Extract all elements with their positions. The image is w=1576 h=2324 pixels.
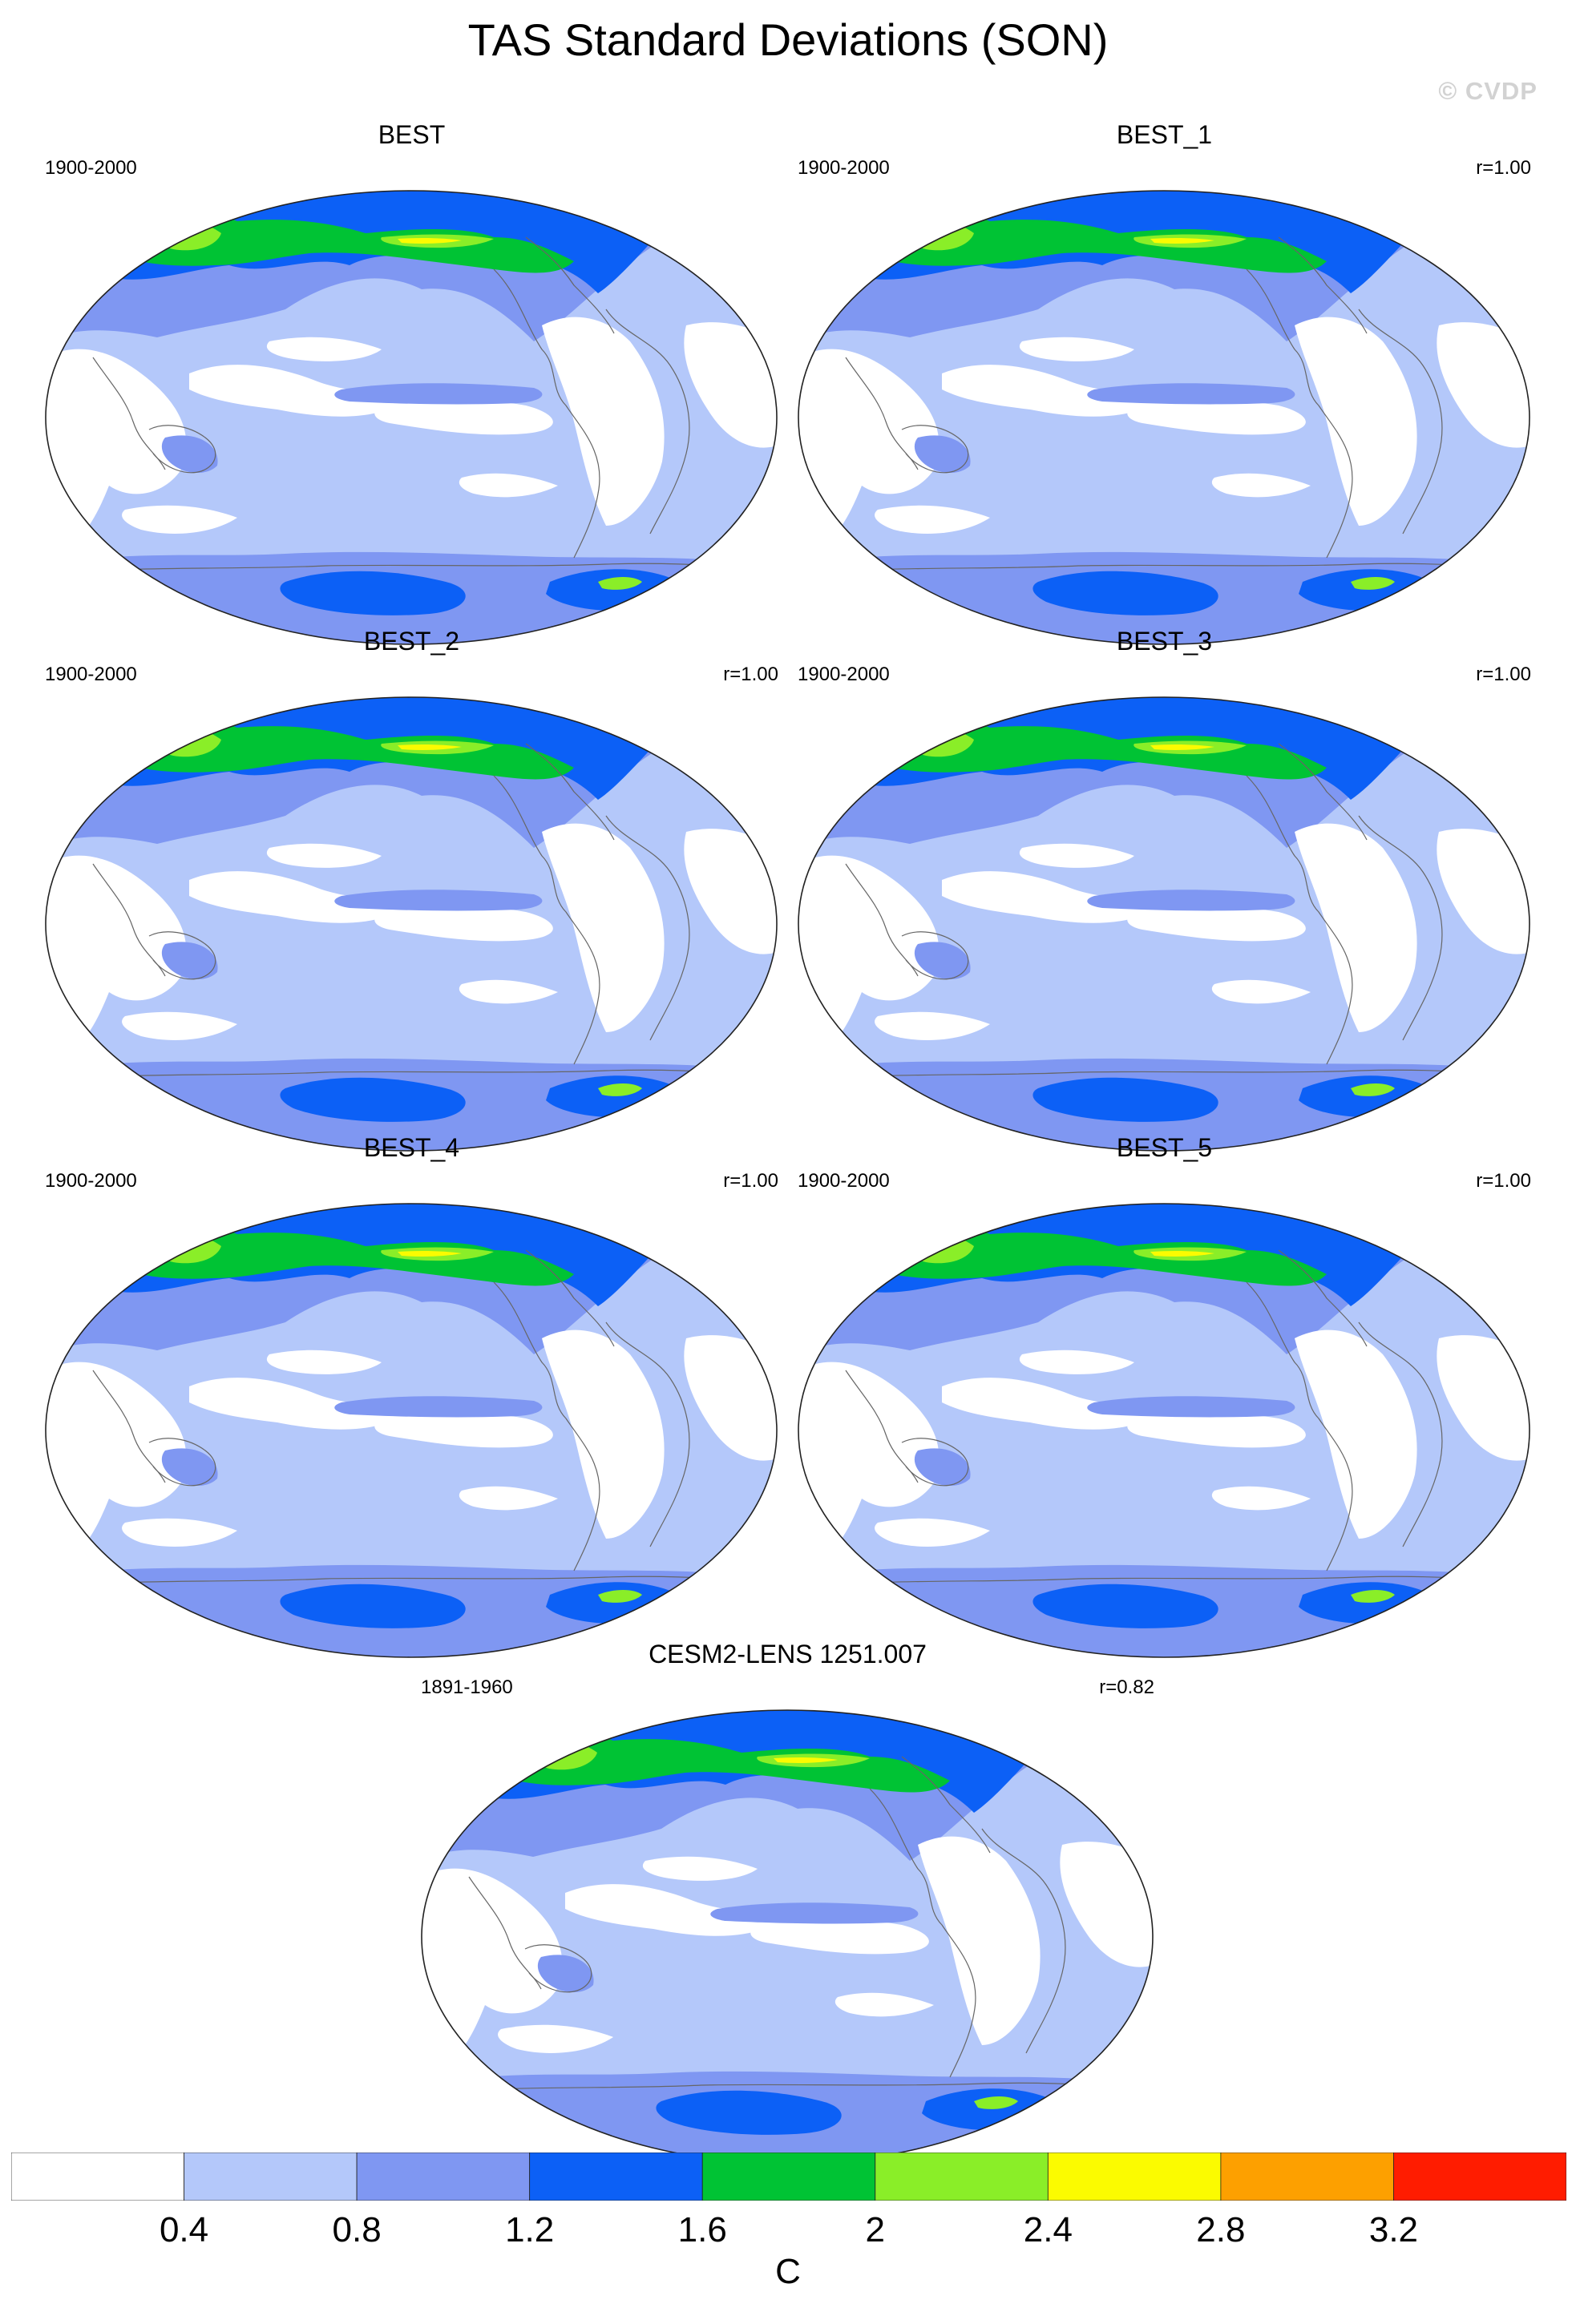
period-label: 1891-1960 [421,1676,513,1698]
colorbar-tick-label: 2.4 [1023,2210,1073,2249]
colorbar-tick-label: 2.8 [1196,2210,1246,2249]
colorbar-tick-label: 0.4 [159,2210,209,2249]
colorbar-swatch [529,2153,703,2201]
panel-title: BEST_5 [1116,1133,1213,1162]
panel-best-1: BEST_1 1900-2000 r=1.00 [798,120,1531,645]
figure-title: TAS Standard Deviations (SON) [467,14,1109,65]
period-label: 1900-2000 [798,157,890,179]
period-label: 1900-2000 [45,1170,137,1192]
correlation-label: r=1.00 [723,664,778,685]
period-label: 1900-2000 [45,157,137,179]
colorbar [11,2153,1566,2201]
panel-best-4: BEST_4 1900-2000 r=1.00 [45,1133,778,1658]
colorbar-swatch [701,2153,876,2201]
world-map [798,696,1531,1156]
panel-title: BEST_4 [363,1133,460,1162]
period-label: 1900-2000 [45,664,137,685]
world-map [798,1202,1531,1663]
panel-title: BEST [378,120,446,149]
colorbar-tick-label: 0.8 [332,2210,382,2249]
correlation-label: r=0.82 [1099,1676,1154,1698]
colorbar-swatch [184,2153,358,2201]
world-map [798,189,1531,650]
panel-title: BEST_2 [363,627,460,656]
colorbar-swatch [11,2153,184,2201]
colorbar-tick-labels: 0.4 0.8 1.2 1.6 2 2.4 2.8 3.2 [0,2210,1576,2250]
colorbar-tick-label: 1.6 [677,2210,727,2249]
panel-best-5: BEST_5 1900-2000 r=1.00 [798,1133,1531,1658]
world-map [45,1202,778,1663]
colorbar-tick-label: 2 [865,2210,886,2249]
correlation-label: r=1.00 [1476,157,1531,179]
world-map [45,696,778,1156]
panel-best: BEST 1900-2000 [45,120,778,645]
world-map [45,189,778,650]
panel-best-2: BEST_2 1900-2000 r=1.00 [45,627,778,1152]
correlation-label: r=1.00 [1476,664,1531,685]
colorbar-tick-label: 1.2 [505,2210,555,2249]
period-label: 1900-2000 [798,1170,890,1192]
colorbar-swatch [356,2153,531,2201]
colorbar-swatch [875,2153,1049,2201]
panel-best-3: BEST_3 1900-2000 r=1.00 [798,627,1531,1152]
correlation-label: r=1.00 [1476,1170,1531,1192]
panel-cesm2-lens: CESM2-LENS 1251.007 1891-1960 r=0.82 [421,1640,1154,2165]
period-label: 1900-2000 [798,664,890,685]
world-map [421,1709,1154,2169]
correlation-label: r=1.00 [723,1170,778,1192]
colorbar-unit: C [775,2252,801,2291]
cvdp-watermark: © CVDP [1438,77,1538,105]
colorbar-swatch [1047,2153,1222,2201]
colorbar-swatch [1220,2153,1394,2201]
colorbar-tick-label: 3.2 [1368,2210,1419,2249]
colorbar-swatch [1393,2153,1566,2201]
panel-title: BEST_1 [1116,120,1213,149]
panel-title: CESM2-LENS 1251.007 [649,1640,927,1668]
panel-title: BEST_3 [1116,627,1213,656]
